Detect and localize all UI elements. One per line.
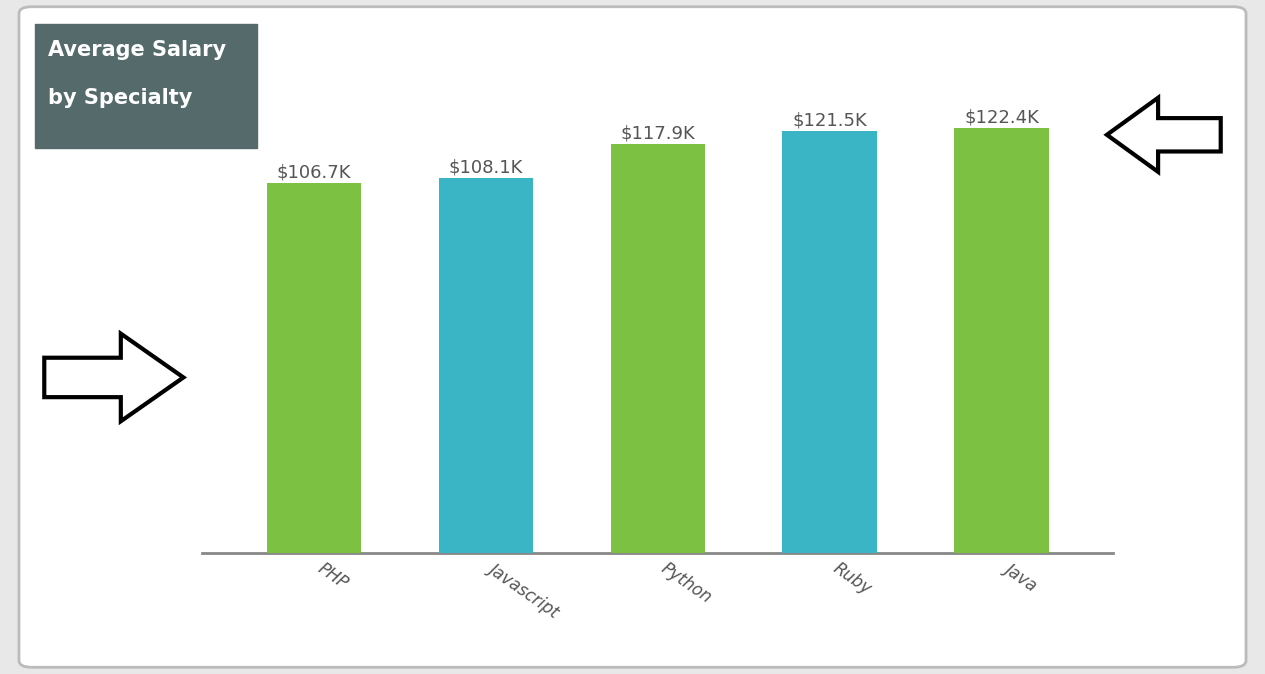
Text: $122.4K: $122.4K [964,109,1039,127]
Bar [439,178,534,553]
Bar [611,144,705,553]
Text: Average Salary: Average Salary [48,40,226,61]
Text: $106.7K: $106.7K [277,163,352,181]
Text: $108.1K: $108.1K [449,158,524,177]
Text: $117.9K: $117.9K [620,124,696,142]
Bar [954,128,1049,553]
Bar [267,183,362,553]
Text: by Specialty: by Specialty [48,88,192,108]
Text: $121.5K: $121.5K [792,112,867,130]
Bar [782,131,877,553]
